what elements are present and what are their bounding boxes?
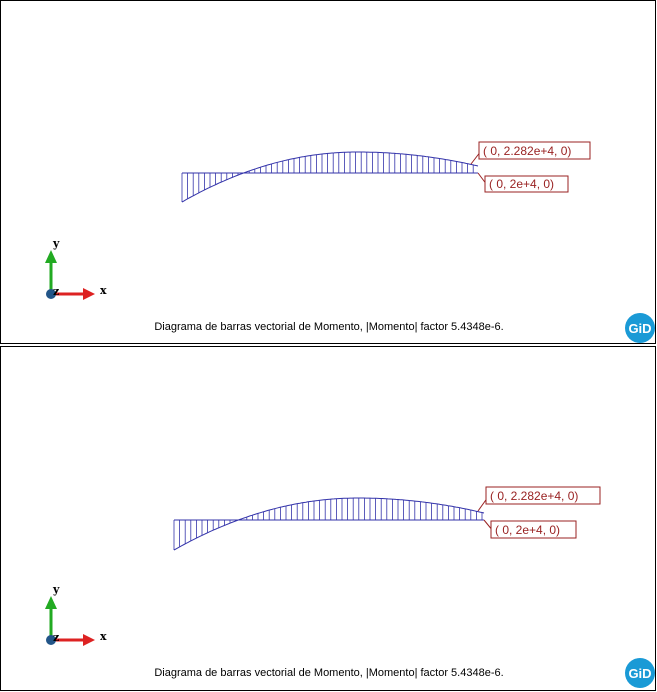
value-label-2-text: ( 0, 2e+4, 0) <box>495 523 560 537</box>
viewport-bottom-canvas: ( 0, 2.282e+4, 0) ( 0, 2e+4, 0) y x z <box>45 486 601 646</box>
z-axis-label: z <box>53 631 59 644</box>
moment-envelope-line <box>173 497 485 551</box>
axes-triad: y x z <box>45 583 107 646</box>
z-axis-icon <box>46 635 56 645</box>
value-label-1: ( 0, 2.282e+4, 0) <box>477 486 601 512</box>
diagram-caption: Diagrama de barras vectorial de Momento,… <box>154 667 504 679</box>
gid-logo: GiD <box>625 658 655 688</box>
value-label-2: ( 0, 2e+4, 0) <box>483 519 577 539</box>
moment-bar-diagram <box>173 497 485 551</box>
value-label-1: ( 0, 2.282e+4, 0) <box>470 141 591 165</box>
gid-logo: GiD <box>625 313 655 343</box>
moment-envelope-line <box>181 151 479 203</box>
value-label-1-text: ( 0, 2.282e+4, 0) <box>483 144 571 158</box>
diagram-caption: Diagrama de barras vectorial de Momento,… <box>154 321 504 333</box>
x-axis-label: x <box>100 630 107 643</box>
x-axis-label: x <box>100 284 107 297</box>
value-label-2: ( 0, 2e+4, 0) <box>477 172 569 193</box>
z-axis-label: z <box>53 285 59 298</box>
viewport-top-canvas: ( 0, 2.282e+4, 0) ( 0, 2e+4, 0) y x z <box>45 141 591 300</box>
y-axis-label: y <box>52 583 60 596</box>
axes-triad: y x z <box>45 237 107 300</box>
y-axis-label: y <box>52 237 60 250</box>
viewport-bottom[interactable]: ( 0, 2.282e+4, 0) ( 0, 2e+4, 0) y x z Di… <box>0 346 656 691</box>
z-axis-icon <box>46 289 56 299</box>
value-label-2-text: ( 0, 2e+4, 0) <box>489 177 554 191</box>
moment-bar-diagram <box>181 151 479 203</box>
value-label-1-text: ( 0, 2.282e+4, 0) <box>490 489 578 503</box>
viewport-top[interactable]: ( 0, 2.282e+4, 0) ( 0, 2e+4, 0) y x z Di… <box>0 0 656 344</box>
